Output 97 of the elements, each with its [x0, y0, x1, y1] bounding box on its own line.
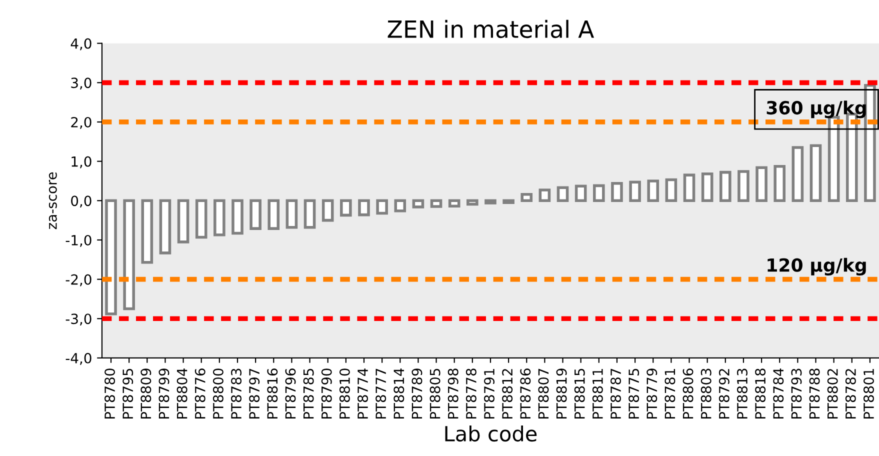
x-tick-label: PT8782	[845, 369, 856, 419]
x-tick-label: PT8803	[700, 368, 712, 419]
bar	[159, 199, 172, 254]
y-tick-label: -4,0	[66, 352, 92, 365]
y-tick-label: 2,0	[71, 116, 92, 129]
x-tick-label: PT8776	[194, 368, 206, 419]
bar	[268, 199, 280, 230]
bar	[520, 192, 533, 202]
y-tick-label: 0,0	[71, 196, 92, 208]
x-tick-label: PT8799	[158, 368, 170, 419]
x-tick-label: PT8805	[430, 368, 440, 419]
bar	[719, 170, 732, 202]
bar	[304, 199, 316, 229]
x-tick-label: PT8807	[538, 368, 549, 419]
y-tick-label: 1,0	[72, 156, 92, 168]
bar	[358, 199, 370, 216]
bar	[214, 199, 226, 236]
x-tick-label: PT8804	[176, 368, 188, 419]
bar	[232, 199, 244, 235]
bar	[683, 174, 696, 202]
y-tick-label: 3,0	[71, 78, 92, 90]
x-tick-label: PT8796	[285, 368, 296, 419]
x-tick-label: PT8788	[809, 368, 820, 419]
y-tick-label: 4,0	[70, 38, 92, 50]
bar	[340, 199, 352, 217]
bar	[484, 199, 496, 204]
x-tick-label: PT8793	[791, 368, 802, 419]
bar	[286, 199, 298, 229]
x-tick-label: PT8797	[249, 368, 260, 419]
bar	[123, 199, 135, 310]
x-tick-label: PT8800	[212, 368, 224, 419]
annotation: 360 µg/kg	[766, 100, 866, 118]
x-tick-label: PT8784	[773, 368, 784, 419]
y-tick-label: -2,0	[66, 274, 92, 286]
x-tick-label: PT8791	[484, 368, 495, 419]
y-tick-label: -3,0	[66, 314, 92, 326]
bar	[177, 199, 190, 244]
bar	[792, 146, 804, 202]
bar	[250, 199, 262, 230]
x-tick-label: PT8815	[574, 368, 585, 419]
x-tick-label: PT8802	[827, 369, 838, 419]
bar	[774, 165, 786, 202]
y-axis-title: za-score	[48, 172, 57, 230]
bar	[556, 186, 569, 202]
bar	[629, 180, 641, 202]
bar	[141, 199, 154, 264]
bar	[864, 84, 876, 202]
x-tick-label: PT8818	[755, 368, 766, 419]
x-tick-label: PT8775	[628, 368, 640, 419]
x-tick-label: PT8806	[682, 368, 694, 419]
x-tick-label: PT8809	[140, 368, 152, 419]
x-tick-label: PT8819	[556, 368, 567, 419]
bar	[593, 184, 605, 202]
bar	[105, 199, 117, 316]
x-tick-label: PT8816	[267, 368, 278, 419]
x-tick-label: PT8790	[321, 368, 332, 419]
bar	[810, 144, 822, 202]
bar	[538, 188, 551, 202]
y-tick-label: -1,0	[66, 234, 92, 247]
bar	[430, 199, 442, 208]
x-tick-label: PT8814	[394, 368, 404, 419]
x-tick-label: PT8811	[592, 368, 603, 419]
x-axis-title: Lab code	[445, 425, 537, 442]
bar	[466, 199, 478, 206]
x-tick-label: PT8787	[610, 368, 622, 419]
bar	[574, 184, 587, 202]
x-tick-label: PT8777	[376, 368, 386, 419]
x-tick-label: PT8780	[104, 368, 116, 419]
x-tick-label: PT8779	[646, 368, 658, 419]
x-tick-label: PT8785	[303, 368, 314, 419]
x-tick-label: PT8801	[863, 368, 874, 419]
bar	[195, 199, 208, 239]
x-tick-label: PT8774	[358, 368, 368, 419]
bar	[647, 180, 660, 202]
bar	[665, 178, 678, 202]
bar	[738, 170, 750, 202]
x-tick-label: PT8789	[412, 368, 422, 419]
x-tick-label: PT8812	[502, 369, 513, 419]
bar	[412, 199, 424, 208]
x-tick-label: PT8810	[339, 368, 350, 419]
x-tick-label: PT8795	[122, 368, 134, 419]
x-tick-label: PT8783	[231, 368, 242, 419]
x-tick-label: PT8781	[664, 368, 676, 419]
bar	[611, 182, 623, 202]
chart-title: ZEN in material A	[388, 20, 594, 38]
bar	[322, 199, 334, 222]
bar	[756, 166, 768, 202]
annotation: 120 µg/kg	[768, 258, 866, 276]
bar	[448, 199, 460, 208]
x-tick-label: PT8786	[520, 368, 531, 419]
x-tick-label: PT8813	[736, 368, 748, 419]
x-tick-label: PT8798	[448, 368, 458, 419]
x-tick-label: PT8792	[718, 369, 730, 419]
bar	[376, 199, 388, 215]
x-tick-label: PT8778	[466, 368, 476, 419]
bar	[701, 172, 714, 202]
bar	[394, 199, 406, 212]
